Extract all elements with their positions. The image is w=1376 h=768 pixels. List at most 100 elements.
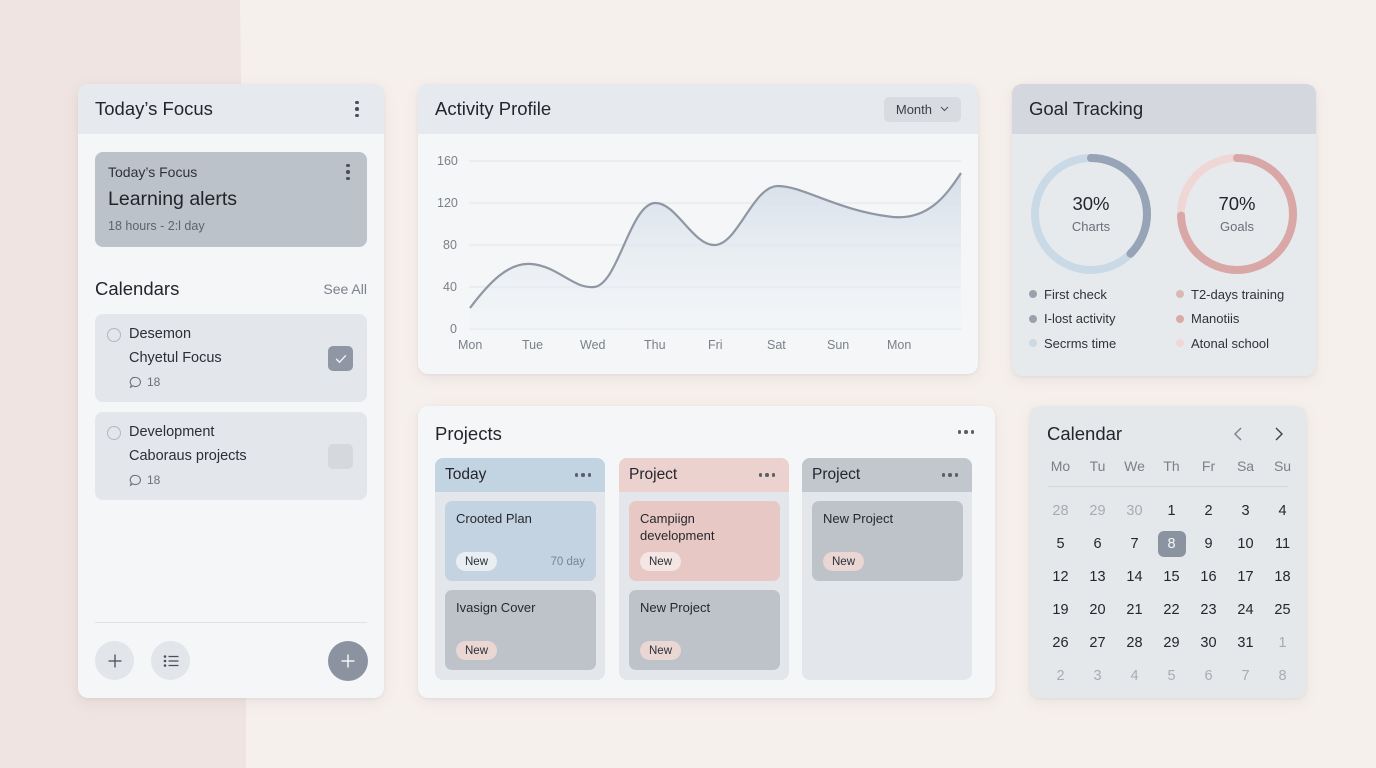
- column-more-icon[interactable]: [571, 469, 596, 481]
- project-name: New Project: [640, 600, 711, 615]
- legend-item: Atonal school: [1176, 331, 1284, 356]
- projects-panel: Projects Today Crooted Plan New 70 day I…: [418, 406, 995, 698]
- project-card[interactable]: Campiign development New: [629, 501, 780, 581]
- column-more-icon[interactable]: [755, 469, 780, 481]
- checkbox-checked[interactable]: [328, 346, 353, 371]
- y-tick: 80: [443, 238, 457, 252]
- calendar-day-selected[interactable]: 8: [1157, 531, 1186, 557]
- chevron-down-icon: [940, 106, 949, 112]
- legend-dot-icon: [1176, 290, 1184, 299]
- add-button[interactable]: [95, 641, 134, 680]
- project-name: Crooted Plan: [456, 511, 532, 526]
- calendar-list-item[interactable]: Development Caboraus projects 18: [95, 412, 367, 500]
- more-options-icon[interactable]: [954, 426, 979, 438]
- calendar-day[interactable]: 27: [1089, 635, 1106, 651]
- legend-dot-icon: [1176, 314, 1184, 323]
- radio-circle[interactable]: [107, 426, 121, 440]
- calendar-day[interactable]: 17: [1237, 569, 1254, 585]
- calendar-day[interactable]: 4: [1278, 503, 1287, 519]
- calendar-day[interactable]: 16: [1200, 569, 1217, 585]
- calendar-day[interactable]: 18: [1274, 569, 1291, 585]
- focus-card-more-icon[interactable]: [338, 162, 358, 182]
- y-tick: 0: [450, 322, 457, 336]
- calendar-day[interactable]: 28: [1126, 635, 1143, 651]
- calendar-day[interactable]: 4: [1130, 668, 1139, 684]
- calendar-day[interactable]: 5: [1056, 536, 1065, 552]
- radio-circle[interactable]: [107, 328, 121, 342]
- project-card[interactable]: Ivasign Cover New: [445, 590, 596, 670]
- calendar-day[interactable]: 1: [1167, 503, 1176, 519]
- x-tick: Wed: [580, 338, 606, 352]
- column-header: Project: [619, 458, 789, 492]
- more-options-icon[interactable]: [347, 99, 367, 119]
- calendar-list-item[interactable]: Desemon Chyetul Focus 18: [95, 314, 367, 402]
- calendar-day[interactable]: 2: [1056, 668, 1065, 684]
- calendar-day[interactable]: 22: [1163, 602, 1180, 618]
- prev-month-button[interactable]: [1228, 424, 1248, 444]
- project-card[interactable]: Crooted Plan New 70 day: [445, 501, 596, 581]
- legend-right: T2-days training Manotiis Atonal school: [1176, 282, 1284, 356]
- activity-profile-panel: Activity Profile Month 160 120 80 40 0: [418, 84, 978, 374]
- calendar-day[interactable]: 1: [1278, 635, 1287, 651]
- calendar-day[interactable]: 30: [1126, 503, 1143, 519]
- calendar-day[interactable]: 7: [1130, 536, 1139, 552]
- calendar-day[interactable]: 15: [1163, 569, 1180, 585]
- calendar-day[interactable]: 25: [1274, 602, 1291, 618]
- legend-left: First check I-lost activity Secrms time: [1029, 282, 1116, 356]
- status-badge: New: [823, 552, 865, 571]
- next-month-button[interactable]: [1269, 424, 1289, 444]
- calendar-day[interactable]: 2: [1204, 503, 1213, 519]
- calendar-day[interactable]: 9: [1204, 536, 1213, 552]
- weekday-label: Th: [1163, 458, 1180, 474]
- calendar-day[interactable]: 14: [1126, 569, 1143, 585]
- calendar-day[interactable]: 19: [1052, 602, 1069, 618]
- calendar-day[interactable]: 21: [1126, 602, 1143, 618]
- list-view-button[interactable]: [151, 641, 190, 680]
- focus-card[interactable]: Today’s Focus Learning alerts 18 hours -…: [95, 152, 367, 247]
- calendar-panel: Calendar Mo Tu We Th Fr Sa Su 28 29 30 1 2 3 4 5 6 7 8 9 10…: [1030, 406, 1306, 698]
- calendars-header: Calendars See All: [95, 278, 367, 300]
- weekday-label: Tu: [1089, 458, 1106, 474]
- calendar-day[interactable]: 31: [1237, 635, 1254, 651]
- calendar-day[interactable]: 13: [1089, 569, 1106, 585]
- calendar-day[interactable]: 7: [1241, 668, 1250, 684]
- calendar-day[interactable]: 6: [1204, 668, 1213, 684]
- project-card[interactable]: New Project New: [812, 501, 963, 581]
- calendar-day[interactable]: 8: [1278, 668, 1287, 684]
- y-tick: 160: [437, 154, 458, 168]
- legend-item: Secrms time: [1029, 331, 1116, 356]
- item-subtitle: Chyetul Focus: [129, 350, 222, 366]
- weekday-label: Fr: [1201, 458, 1216, 474]
- calendar-day[interactable]: 5: [1167, 668, 1176, 684]
- calendar-day[interactable]: 24: [1237, 602, 1254, 618]
- calendar-day[interactable]: 29: [1089, 503, 1106, 519]
- checkbox-unchecked[interactable]: [328, 444, 353, 469]
- column-header: Project: [802, 458, 972, 492]
- x-tick: Sat: [767, 338, 786, 352]
- calendar-day[interactable]: 3: [1093, 668, 1102, 684]
- calendar-day[interactable]: 28: [1052, 503, 1069, 519]
- calendar-day[interactable]: 23: [1200, 602, 1217, 618]
- project-card[interactable]: New Project New: [629, 590, 780, 670]
- range-select[interactable]: Month: [883, 96, 961, 122]
- calendar-day[interactable]: 10: [1237, 536, 1254, 552]
- calendar-day[interactable]: 3: [1241, 503, 1250, 519]
- calendar-day[interactable]: 6: [1093, 536, 1102, 552]
- calendar-day[interactable]: 29: [1163, 635, 1180, 651]
- legend-item: T2-days training: [1176, 282, 1284, 307]
- x-tick: Fri: [708, 338, 723, 352]
- calendar-day[interactable]: 30: [1200, 635, 1217, 651]
- column-title: Project: [812, 466, 861, 483]
- calendar-day[interactable]: 26: [1052, 635, 1069, 651]
- calendar-day[interactable]: 20: [1089, 602, 1106, 618]
- calendar-day[interactable]: 11: [1274, 536, 1291, 552]
- calendar-day[interactable]: 12: [1052, 569, 1069, 585]
- todays-focus-panel: Today’s Focus Today’s Focus Learning ale…: [78, 84, 384, 698]
- goal-tracking-panel: Goal Tracking 30% Charts 70% Goals First…: [1012, 84, 1316, 376]
- see-all-link[interactable]: See All: [323, 281, 367, 297]
- column-more-icon[interactable]: [938, 469, 963, 481]
- ring-label: Charts: [1071, 219, 1111, 234]
- comment-icon: [129, 474, 142, 486]
- fab-add-button[interactable]: [328, 641, 368, 681]
- focus-card-title: Learning alerts: [108, 188, 237, 210]
